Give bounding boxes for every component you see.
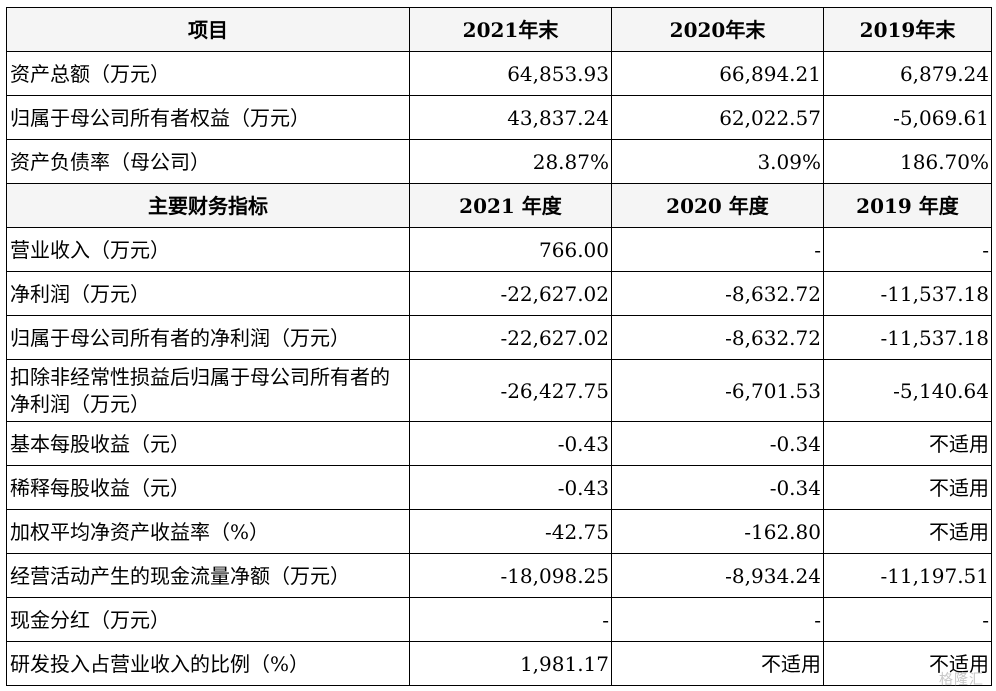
cell-2021: -26,427.75 [409,359,612,422]
cell-2021: 766.00 [409,227,612,272]
table-row: 研发投入占营业收入的比例（%） 1,981.17 不适用 不适用 [6,641,992,686]
cell-2021: -22,627.02 [409,315,612,360]
cell-2019: 186.70% [823,139,992,184]
header-2019-end: 2019年末 [823,7,992,52]
table-row: 归属于母公司所有者权益（万元） 43,837.24 62,022.57 -5,0… [6,95,992,140]
watermark-logo: 格隆汇 [939,672,984,688]
cell-2021: -18,098.25 [409,553,612,598]
row-label: 基本每股收益（元） [6,421,410,466]
cell-2019: 6,879.24 [823,51,992,96]
row-label: 研发投入占营业收入的比例（%） [6,641,410,686]
table-row: 稀释每股收益（元） -0.43 -0.34 不适用 [6,465,992,510]
cell-2020: -8,632.72 [611,315,824,360]
row-label: 经营活动产生的现金流量净额（万元） [6,553,410,598]
cell-2021: -0.43 [409,421,612,466]
row-label: 资产负债率（母公司） [6,139,410,184]
cell-2020: 66,894.21 [611,51,824,96]
cell-2019: -5,069.61 [823,95,992,140]
row-label: 现金分红（万元） [6,597,410,642]
row-label: 归属于母公司所有者权益（万元） [6,95,410,140]
table-row: 现金分红（万元） - - - [6,597,992,642]
cell-2019: 不适用 [823,509,992,554]
cell-2020: 62,022.57 [611,95,824,140]
table-row: 资产总额（万元） 64,853.93 66,894.21 6,879.24 [6,51,992,96]
cell-2019: -11,537.18 [823,315,992,360]
cell-2020: 不适用 [611,641,824,686]
cell-2020: 3.09% [611,139,824,184]
cell-2020: - [611,597,824,642]
table-row: 扣除非经常性损益后归属于母公司所有者的净利润（万元） -26,427.75 -6… [6,359,992,422]
cell-2021: 43,837.24 [409,95,612,140]
cell-2021: -22,627.02 [409,271,612,316]
row-label: 稀释每股收益（元） [6,465,410,510]
row-label: 扣除非经常性损益后归属于母公司所有者的净利润（万元） [6,359,410,422]
cell-2020: -0.34 [611,421,824,466]
cell-2019: -5,140.64 [823,359,992,422]
header-2021-end: 2021年末 [409,7,612,52]
header-row-indicators: 主要财务指标 2021 年度 2020 年度 2019 年度 [6,183,992,228]
cell-2019: 不适用 [823,641,992,686]
row-label: 净利润（万元） [6,271,410,316]
header-item: 项目 [6,7,410,52]
header-2019-year: 2019 年度 [823,183,992,228]
table-row: 净利润（万元） -22,627.02 -8,632.72 -11,537.18 [6,271,992,316]
cell-2020: -162.80 [611,509,824,554]
cell-2019: - [823,597,992,642]
header-row-balance: 项目 2021年末 2020年末 2019年末 [6,7,992,52]
table-row: 归属于母公司所有者的净利润（万元） -22,627.02 -8,632.72 -… [6,315,992,360]
cell-2020: -6,701.53 [611,359,824,422]
row-label: 归属于母公司所有者的净利润（万元） [6,315,410,360]
header-indicator: 主要财务指标 [6,183,410,228]
table-row: 加权平均净资产收益率（%） -42.75 -162.80 不适用 [6,509,992,554]
table-row: 资产负债率（母公司） 28.87% 3.09% 186.70% [6,139,992,184]
cell-2020: -0.34 [611,465,824,510]
cell-2020: -8,632.72 [611,271,824,316]
header-2021-year: 2021 年度 [409,183,612,228]
cell-2021: 64,853.93 [409,51,612,96]
cell-2021: 28.87% [409,139,612,184]
table-row: 基本每股收益（元） -0.43 -0.34 不适用 [6,421,992,466]
cell-2019: -11,197.51 [823,553,992,598]
table-row: 营业收入（万元） 766.00 - - [6,227,992,272]
cell-2021: -0.43 [409,465,612,510]
row-label: 资产总额（万元） [6,51,410,96]
cell-2019: 不适用 [823,421,992,466]
cell-2019: 不适用 [823,465,992,510]
cell-2019: -11,537.18 [823,271,992,316]
cell-2019: - [823,227,992,272]
row-label: 营业收入（万元） [6,227,410,272]
cell-2020: - [611,227,824,272]
header-2020-end: 2020年末 [611,7,824,52]
row-label: 加权平均净资产收益率（%） [6,509,410,554]
cell-2021: -42.75 [409,509,612,554]
financial-summary-table: 项目 2021年末 2020年末 2019年末 资产总额（万元） 64,853.… [6,7,992,686]
cell-2020: -8,934.24 [611,553,824,598]
cell-2021: 1,981.17 [409,641,612,686]
header-2020-year: 2020 年度 [611,183,824,228]
cell-2021: - [409,597,612,642]
table-row: 经营活动产生的现金流量净额（万元） -18,098.25 -8,934.24 -… [6,553,992,598]
